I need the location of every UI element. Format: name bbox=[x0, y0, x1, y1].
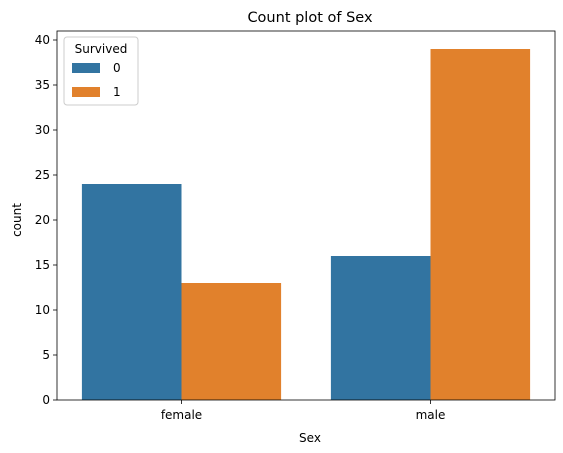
x-tick-label-male: male bbox=[416, 408, 446, 422]
legend-swatch-0 bbox=[72, 63, 100, 73]
y-tick-label: 35 bbox=[35, 78, 50, 92]
x-axis-label: Sex bbox=[299, 431, 321, 445]
x-tick-label-female: female bbox=[161, 408, 202, 422]
y-tick-label: 5 bbox=[42, 348, 50, 362]
y-axis-label: count bbox=[10, 203, 24, 237]
bar-male-1 bbox=[430, 49, 531, 400]
y-tick-label: 40 bbox=[35, 33, 50, 47]
y-tick-label: 10 bbox=[35, 303, 50, 317]
y-tick-label: 20 bbox=[35, 213, 50, 227]
chart-title: Count plot of Sex bbox=[247, 10, 373, 26]
legend: Survived 0 1 bbox=[63, 36, 139, 106]
y-tick-label: 15 bbox=[35, 258, 50, 272]
bar-female-1 bbox=[181, 283, 282, 400]
legend-label-1: 1 bbox=[113, 85, 121, 99]
bar-male-0 bbox=[330, 256, 431, 400]
y-tick-label: 0 bbox=[42, 393, 50, 407]
y-tick-label: 25 bbox=[35, 168, 50, 182]
y-tick-label: 30 bbox=[35, 123, 50, 137]
legend-label-0: 0 bbox=[113, 61, 121, 75]
plot-frame bbox=[56, 30, 556, 401]
legend-title: Survived bbox=[75, 42, 128, 56]
bar-female-0 bbox=[81, 184, 182, 400]
legend-swatch-1 bbox=[72, 87, 100, 97]
